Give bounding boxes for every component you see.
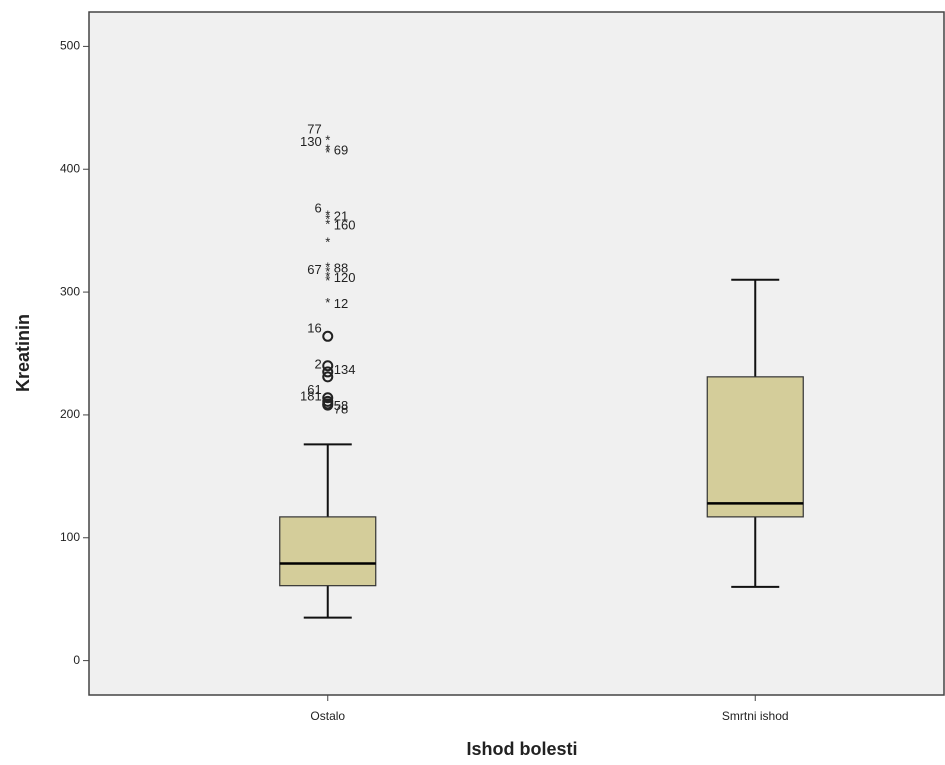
outlier-label: 88 xyxy=(334,260,348,275)
outlier xyxy=(322,366,334,378)
x-tick-label: Ostalo xyxy=(310,709,345,723)
outlier: * xyxy=(325,264,330,279)
box xyxy=(706,376,804,518)
outlier: * xyxy=(325,145,330,160)
outlier: * xyxy=(325,141,330,156)
outlier-label: 160 xyxy=(334,217,356,232)
outlier-label: 130 xyxy=(300,134,322,149)
outlier: * xyxy=(325,295,330,310)
y-tick-label: 400 xyxy=(60,161,80,175)
outlier: * xyxy=(325,235,330,250)
box xyxy=(279,516,377,587)
outlier-label: 77 xyxy=(307,122,321,137)
y-tick-label: 100 xyxy=(60,530,80,544)
outlier-label: 134 xyxy=(334,362,356,377)
y-axis-title: Kreatinin xyxy=(13,314,33,392)
outlier: * xyxy=(325,259,330,274)
outlier xyxy=(322,330,334,342)
outlier: * xyxy=(325,273,330,288)
outlier: * xyxy=(325,211,330,226)
outlier: * xyxy=(325,269,330,284)
y-tick-label: 500 xyxy=(60,39,80,53)
outlier-label: 6 xyxy=(315,200,322,215)
y-tick-label: 200 xyxy=(60,407,80,421)
y-tick-label: 0 xyxy=(73,653,80,667)
outlier-label: 67 xyxy=(307,262,321,277)
outlier xyxy=(322,360,334,372)
outlier-label: 78 xyxy=(334,402,348,417)
plot-area xyxy=(88,11,945,696)
outlier-label: 61 xyxy=(307,382,321,397)
outlier-label: 69 xyxy=(334,142,348,157)
outlier: * xyxy=(325,133,330,148)
outlier xyxy=(322,392,334,404)
outlier: * xyxy=(325,216,330,231)
outlier xyxy=(322,371,334,383)
outlier: * xyxy=(325,208,330,223)
outlier-label: 2 xyxy=(315,356,322,371)
outlier xyxy=(322,399,334,411)
outlier-label: 12 xyxy=(334,296,348,311)
outlier-label: 58 xyxy=(334,398,348,413)
outlier-label: 21 xyxy=(334,209,348,224)
y-tick-label: 300 xyxy=(60,284,80,298)
outlier-label: 16 xyxy=(307,321,321,336)
outlier-label: 181 xyxy=(300,388,322,403)
x-axis-title: Ishod bolesti xyxy=(466,739,577,759)
outlier-label: 120 xyxy=(334,270,356,285)
x-tick-label: Smrtni ishod xyxy=(722,709,789,723)
